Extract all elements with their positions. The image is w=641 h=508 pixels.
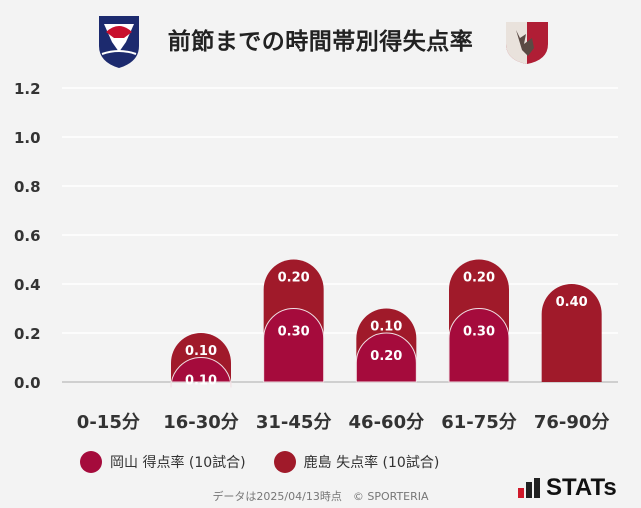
- x-tick-label: 76-90分: [534, 412, 610, 433]
- data-label-okayama: 0.20: [370, 349, 402, 364]
- bar-okayama: [170, 357, 232, 388]
- y-tick-label: 0.2: [14, 325, 41, 343]
- legend-swatch-kashima: [273, 451, 296, 473]
- x-tick-label: 16-30分: [163, 412, 239, 433]
- footer-note: データは2025/04/13時点 © SPORTERIA: [212, 490, 429, 503]
- x-tick-label: 61-75分: [441, 412, 517, 433]
- legend-label-okayama: 岡山 得点率 (10試合): [110, 455, 246, 471]
- data-label-okayama: 0.10: [185, 374, 217, 389]
- bar-okayama: [355, 332, 417, 383]
- data-label-okayama: 0.30: [463, 325, 495, 340]
- x-tick-label: 31-45分: [256, 412, 332, 433]
- chart-title: 前節までの時間帯別得失点率: [167, 29, 474, 55]
- legend-item-okayama: 岡山 得点率 (10試合): [80, 451, 246, 473]
- legend: 岡山 得点率 (10試合) 鹿島 失点率 (10試合): [80, 450, 467, 474]
- y-tick-label: 0.4: [14, 276, 41, 294]
- data-label-okayama: 0.30: [278, 325, 310, 340]
- brand-text: STATs: [546, 474, 617, 501]
- x-tick-label: 0-15分: [77, 412, 140, 433]
- kashima-logo-icon: [506, 22, 548, 64]
- okayama-logo-icon: [99, 16, 139, 68]
- y-tick-label: 0.6: [14, 227, 41, 245]
- y-tick-label: 0.8: [14, 178, 41, 196]
- legend-item-kashima: 鹿島 失点率 (10試合): [273, 451, 440, 473]
- data-label-kashima: 0.10: [370, 320, 402, 335]
- y-tick-label: 1.2: [14, 80, 41, 98]
- stats-mark-icon: [518, 478, 540, 498]
- x-tick-label: 46-60分: [349, 412, 425, 433]
- legend-label-kashima: 鹿島 失点率 (10試合): [303, 455, 440, 471]
- chart-area: 0.0 0.2 0.4 0.6 0.8 1.0 1.2 0-15分 0.10 0.10 16-30分…: [14, 80, 618, 433]
- data-label-kashima: 0.10: [185, 344, 217, 359]
- data-label-kashima: 0.20: [463, 271, 495, 286]
- data-label-kashima: 0.40: [556, 295, 588, 310]
- y-tick-label: 0.0: [14, 374, 41, 392]
- bar-okayama: [263, 308, 325, 383]
- bar-okayama: [448, 308, 510, 383]
- y-tick-label: 1.0: [14, 129, 41, 147]
- brand-logo: STATs: [518, 474, 617, 502]
- data-label-kashima: 0.20: [278, 271, 310, 286]
- legend-swatch-okayama: [80, 451, 102, 473]
- bar-kashima: [541, 284, 602, 382]
